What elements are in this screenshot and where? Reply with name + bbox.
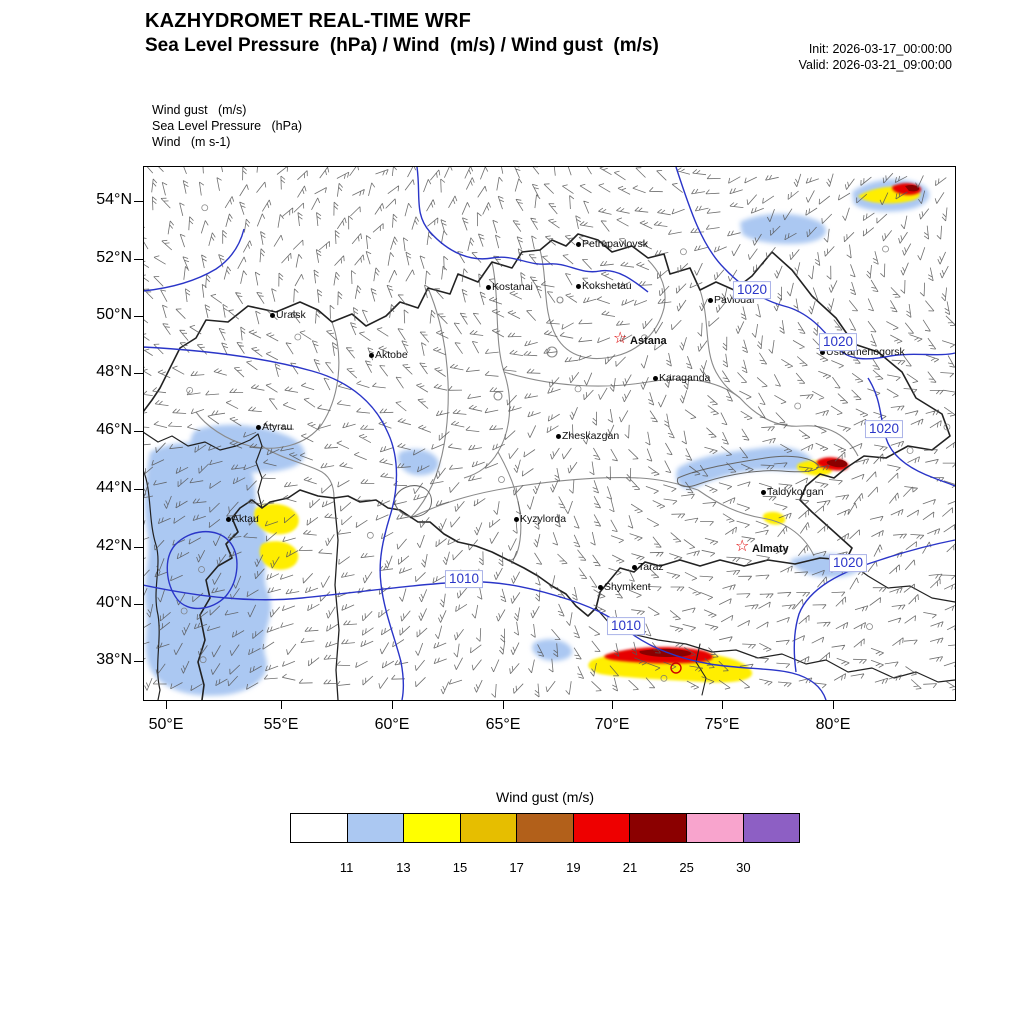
lon-tick-label: 80°E — [815, 716, 851, 733]
lon-tick-label: 60°E — [374, 716, 410, 733]
lat-tick-mark — [134, 603, 143, 605]
overlay-legend-line-slp: Sea Level Pressure (hPa) — [152, 119, 303, 133]
colorbar — [290, 813, 801, 843]
colorbar-cell — [630, 813, 687, 843]
lon-tick-label: 50°E — [148, 716, 184, 733]
lat-tick-label: 40°N — [96, 594, 132, 611]
colorbar-cell — [573, 813, 631, 843]
lat-tick-label: 44°N — [96, 479, 132, 496]
colorbar-tick-label: 13 — [396, 860, 411, 875]
lon-tick-mark — [280, 701, 282, 709]
lat-tick-mark — [134, 372, 143, 374]
wind-gust-shading — [144, 179, 930, 696]
lon-tick-label: 70°E — [594, 716, 630, 733]
lon-tick-mark — [721, 701, 723, 709]
colorbar-title: Wind gust (m/s) — [495, 789, 594, 805]
lat-tick-label: 42°N — [96, 537, 132, 554]
colorbar-tick-label: 19 — [566, 860, 581, 875]
colorbar-tick-label: 25 — [679, 860, 694, 875]
region-boundaries — [195, 249, 859, 561]
lon-tick-mark — [832, 701, 834, 709]
colorbar-cell — [404, 813, 461, 843]
lat-tick-mark — [134, 200, 143, 202]
lon-tick-mark — [502, 701, 504, 709]
lon-tick-mark — [391, 701, 393, 709]
colorbar-tick-label: 17 — [509, 860, 524, 875]
colorbar-cell — [743, 813, 801, 843]
lon-tick-label: 75°E — [704, 716, 740, 733]
colorbar-cell — [686, 813, 744, 843]
lon-tick-mark — [611, 701, 613, 709]
colorbar-cell — [460, 813, 518, 843]
calm-wind-circles — [180, 204, 951, 682]
overlay-legend-line-gust: Wind gust (m/s) — [152, 103, 247, 117]
lat-tick-mark — [134, 258, 143, 260]
lat-tick-mark — [134, 546, 143, 548]
colorbar-tick-label: 21 — [622, 860, 638, 875]
colorbar-cell — [347, 813, 405, 843]
page-subtitle: Sea Level Pressure (hPa) / Wind (m/s) / … — [145, 35, 659, 56]
page-title: KAZHYDROMET REAL-TIME WRF — [145, 10, 472, 32]
lat-tick-label: 50°N — [96, 306, 132, 323]
lon-tick-mark — [165, 701, 167, 709]
wind-barbs — [143, 166, 956, 698]
pressure-contours — [143, 166, 956, 701]
lat-tick-label: 54°N — [96, 191, 132, 208]
lat-tick-label: 38°N — [96, 651, 132, 668]
model-run-info: Init: 2026-03-17_00:00:00 Valid: 2026-03… — [799, 41, 952, 73]
map-canvas — [143, 166, 956, 701]
colorbar-cell — [290, 813, 348, 843]
lon-tick-label: 65°E — [485, 716, 521, 733]
init-time: Init: 2026-03-17_00:00:00 — [808, 42, 952, 56]
overlay-legend-line-wind: Wind (m s-1) — [152, 135, 231, 149]
overlay-legend: Wind gust (m/s) Sea Level Pressure (hPa)… — [152, 102, 302, 150]
lat-tick-label: 48°N — [96, 363, 132, 380]
colorbar-tick-label: 15 — [452, 860, 468, 875]
lon-tick-label: 55°E — [263, 716, 299, 733]
colorbar-tick-label: 11 — [339, 860, 354, 875]
lat-tick-label: 52°N — [96, 249, 132, 266]
colorbar-cell — [517, 813, 574, 843]
lat-tick-mark — [134, 660, 143, 662]
valid-time: Valid: 2026-03-21_09:00:00 — [798, 58, 952, 72]
lat-tick-label: 46°N — [96, 421, 132, 438]
lat-tick-mark — [134, 488, 143, 490]
lat-tick-mark — [134, 430, 143, 432]
colorbar-tick-label: 30 — [736, 860, 751, 875]
lat-tick-mark — [134, 315, 143, 317]
